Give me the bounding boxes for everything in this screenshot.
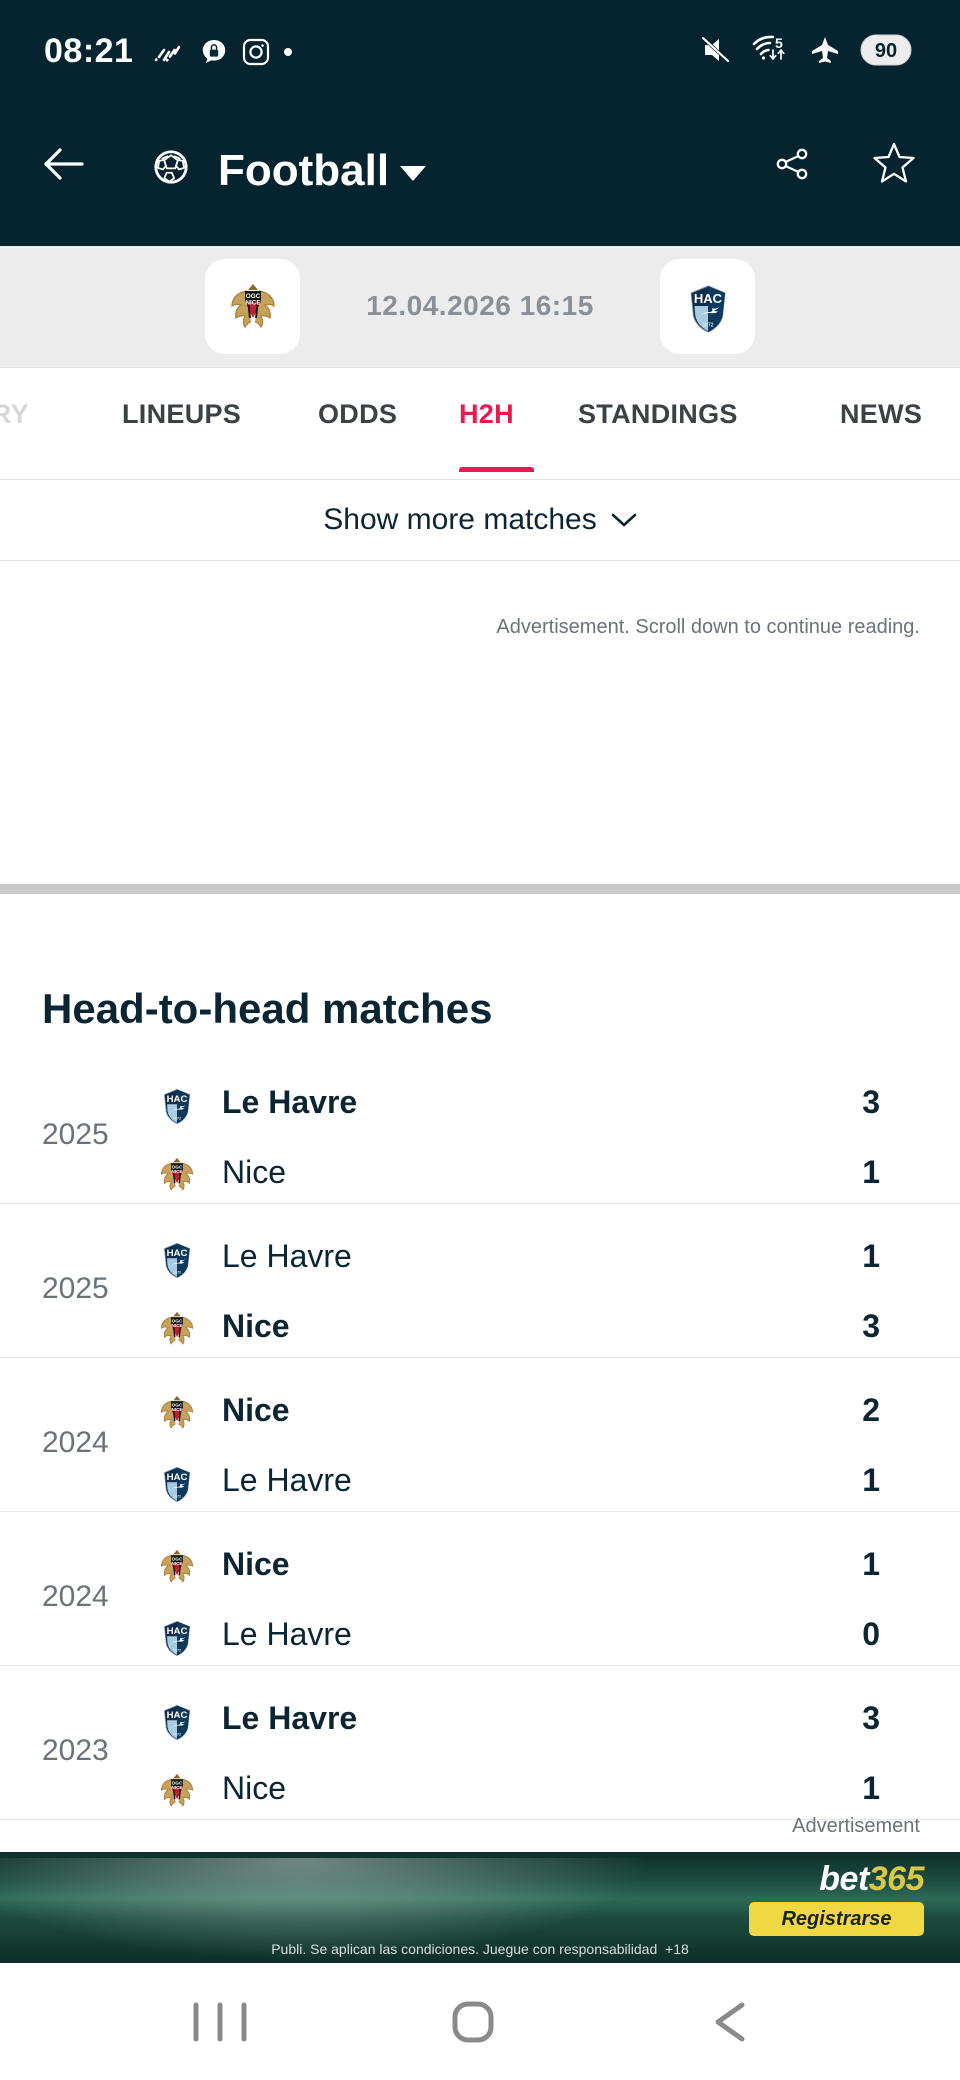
svg-text:HAC: HAC xyxy=(167,1710,188,1721)
svg-text:HAC: HAC xyxy=(167,1248,188,1259)
svg-text:90: 90 xyxy=(875,40,897,62)
svg-text:NICE: NICE xyxy=(171,1785,182,1791)
svg-text:HAC: HAC xyxy=(167,1626,188,1637)
svg-text:1872: 1872 xyxy=(173,1648,181,1652)
svg-text:1872: 1872 xyxy=(702,322,713,328)
svg-text:NICE: NICE xyxy=(171,1561,182,1567)
svg-text:1872: 1872 xyxy=(173,1116,181,1120)
svg-text:1872: 1872 xyxy=(173,1270,181,1274)
svg-text:NICE: NICE xyxy=(171,1169,182,1175)
svg-text:HAC: HAC xyxy=(693,291,722,306)
svg-text:HAC: HAC xyxy=(167,1472,188,1483)
svg-text:5: 5 xyxy=(775,35,783,51)
svg-text:NICE: NICE xyxy=(171,1323,182,1329)
svg-text:1872: 1872 xyxy=(173,1494,181,1498)
svg-text:NICE: NICE xyxy=(171,1407,182,1413)
svg-text:HAC: HAC xyxy=(167,1094,188,1105)
svg-text:1872: 1872 xyxy=(173,1732,181,1736)
